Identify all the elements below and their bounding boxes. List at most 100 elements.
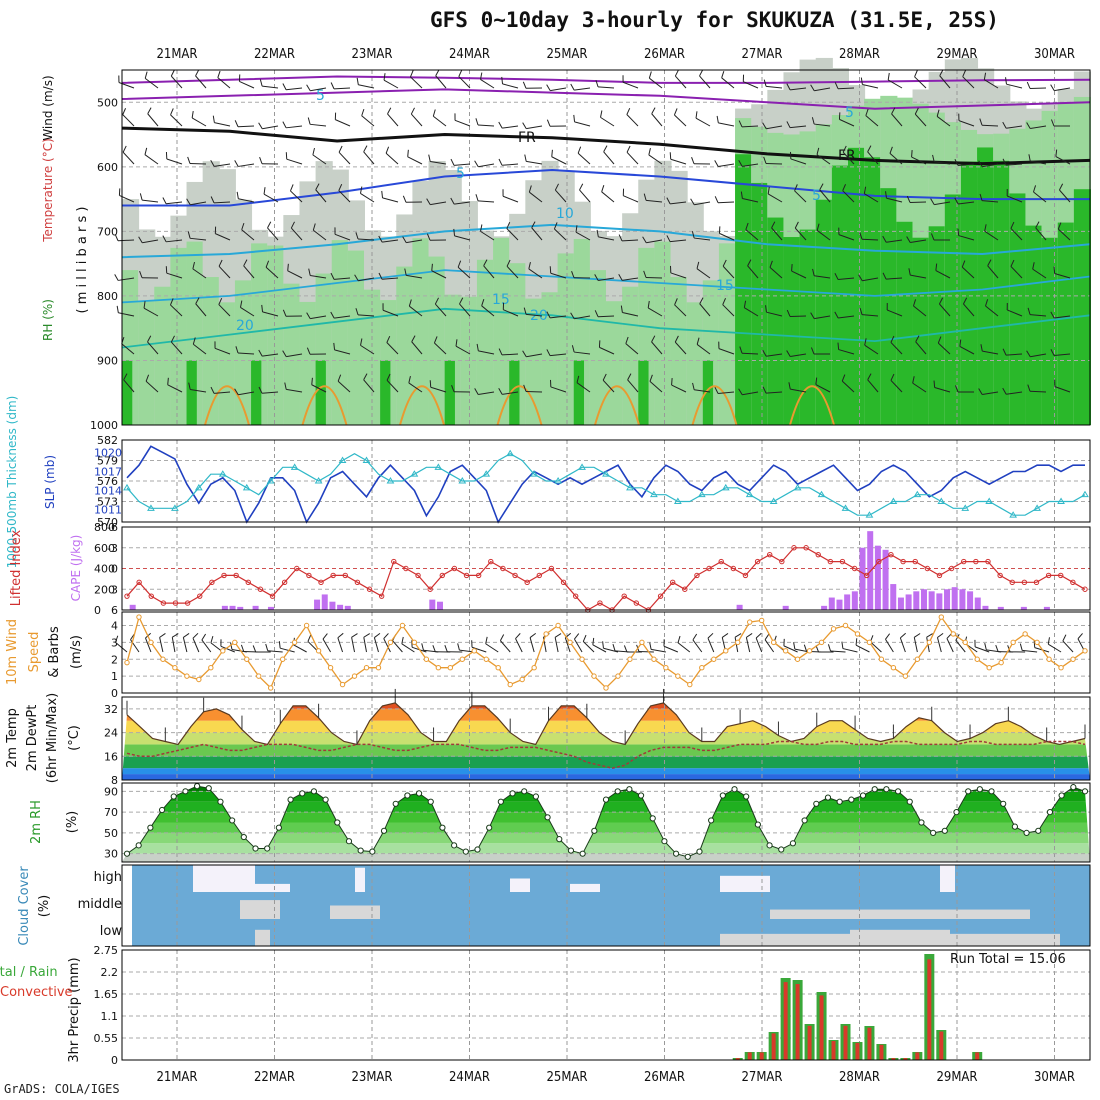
temp-band [122, 774, 1090, 780]
cape-bar [944, 589, 951, 610]
date-label-top: 26MAR [644, 47, 685, 62]
isotherm-10 [121, 223, 1091, 259]
upper-wind-barb [816, 230, 831, 241]
wind-barb-flag [763, 79, 767, 87]
date-label-top: 27MAR [741, 47, 782, 62]
lifted-index-marker [694, 572, 700, 579]
wind-barb-flag [696, 337, 700, 345]
wind-barb-flag [195, 69, 200, 77]
thickness-marker [147, 504, 155, 511]
upper-wind-barb [550, 272, 567, 279]
rh-band-light [202, 277, 220, 425]
upper-wind-barb [142, 239, 159, 244]
wind-barb-flag [139, 270, 143, 278]
upper-wind-barb [1006, 163, 1023, 166]
cape-tick: 200 [94, 583, 115, 596]
upper-wind-barb [722, 304, 735, 317]
upper-wind-barb [600, 116, 615, 127]
wind-barb-flag [612, 643, 616, 651]
surface-wind-barb [974, 646, 990, 653]
upper-wind-barb [814, 87, 831, 92]
lifted-index-marker [851, 565, 858, 572]
wind-barb-flag [690, 198, 695, 205]
chart-title: GFS 0~10day 3-hourly for SKUKUZA (31.5E,… [430, 8, 999, 32]
upper-wind-barb [670, 158, 687, 165]
wind-barb-flag [191, 110, 194, 119]
upper-wind-barb [694, 201, 711, 206]
cloud-axis-label: Cloud Cover [17, 866, 32, 946]
wind-barb-flag [386, 373, 391, 381]
date-label-top: 24MAR [449, 47, 490, 62]
upper-wind-barb [599, 346, 615, 355]
cape-bar [129, 604, 136, 610]
surface-wind-barb [870, 641, 882, 653]
wind-barb-flag [932, 154, 935, 162]
lifted-index-marker [1070, 579, 1076, 586]
rh-band-light [218, 302, 236, 425]
upper-wind-barb [147, 113, 159, 127]
upper-wind-barb [574, 87, 591, 91]
rh-marker [369, 848, 376, 855]
wind-barb-flag [162, 197, 167, 204]
upper-wind-barb [814, 275, 831, 279]
wind-barb-flag [322, 633, 328, 640]
wind-barb-flag [210, 635, 214, 643]
upper-wind-barb [765, 162, 783, 165]
precip-bar-convective [855, 1042, 860, 1060]
lifted-index-marker [233, 572, 239, 579]
wind10-marker [699, 664, 705, 671]
lifted-index-marker [912, 558, 918, 565]
upper-wind-barb [358, 277, 375, 282]
thickness-tick: 576 [97, 475, 118, 488]
upper-wind-barb [1006, 125, 1023, 129]
wind-barb-flag [579, 183, 584, 191]
wind10-marker [591, 673, 597, 679]
wind-barb-flag [278, 641, 281, 649]
wind-barb-flag [762, 386, 767, 394]
wind10-marker [998, 659, 1004, 666]
surface-wind-barb [899, 637, 906, 653]
upper-wind-barb [674, 75, 687, 89]
upper-wind-barb [598, 277, 615, 281]
date-label-bottom: 23MAR [351, 1070, 392, 1085]
upper-wind-barb [382, 277, 399, 280]
wind-barb-flag [786, 83, 791, 91]
wind-barb-flag [707, 632, 714, 639]
upper-wind-barb [286, 388, 303, 393]
upper-wind-barb [982, 200, 999, 203]
rh-marker [240, 833, 247, 841]
surface-wind-barb [564, 637, 571, 653]
thickness-tick: 573 [97, 496, 118, 509]
wind-barb-flag [882, 272, 887, 280]
wind-barb-flag [252, 645, 257, 653]
thickness-marker [338, 456, 347, 463]
wind-barb-flag [762, 122, 767, 130]
wind-barb-flag [837, 342, 840, 350]
rh-marker [1046, 809, 1054, 816]
wind-barb-flag [911, 150, 913, 158]
upper-wind-barb [935, 270, 951, 279]
cape-bar [951, 587, 958, 610]
upper-wind-barb [286, 87, 303, 91]
wind-barb-flag [411, 335, 416, 342]
thickness-marker [266, 477, 275, 484]
wind-barb-flag [192, 337, 196, 345]
slp-line [126, 445, 1085, 524]
upper-wind-barb [334, 233, 351, 241]
rh-tick: 30 [104, 848, 118, 861]
upper-wind-barb [263, 193, 279, 203]
thickness-marker [745, 490, 754, 498]
cloud-level-label: low [100, 924, 123, 939]
rh-marker [474, 846, 481, 853]
upper-wind-barb [651, 341, 663, 355]
wind-barb-flag [625, 336, 629, 344]
wind-barb-flag [479, 72, 483, 80]
wind-barb-flag [306, 347, 311, 355]
upper-wind-barb [819, 189, 831, 203]
precip-bar-convective [819, 995, 824, 1060]
upper-wind-barb [1006, 309, 1023, 317]
wind10-marker [711, 656, 717, 662]
upper-wind-barb [649, 77, 663, 89]
rh-marker [789, 840, 797, 847]
upper-wind-barb [718, 391, 735, 394]
